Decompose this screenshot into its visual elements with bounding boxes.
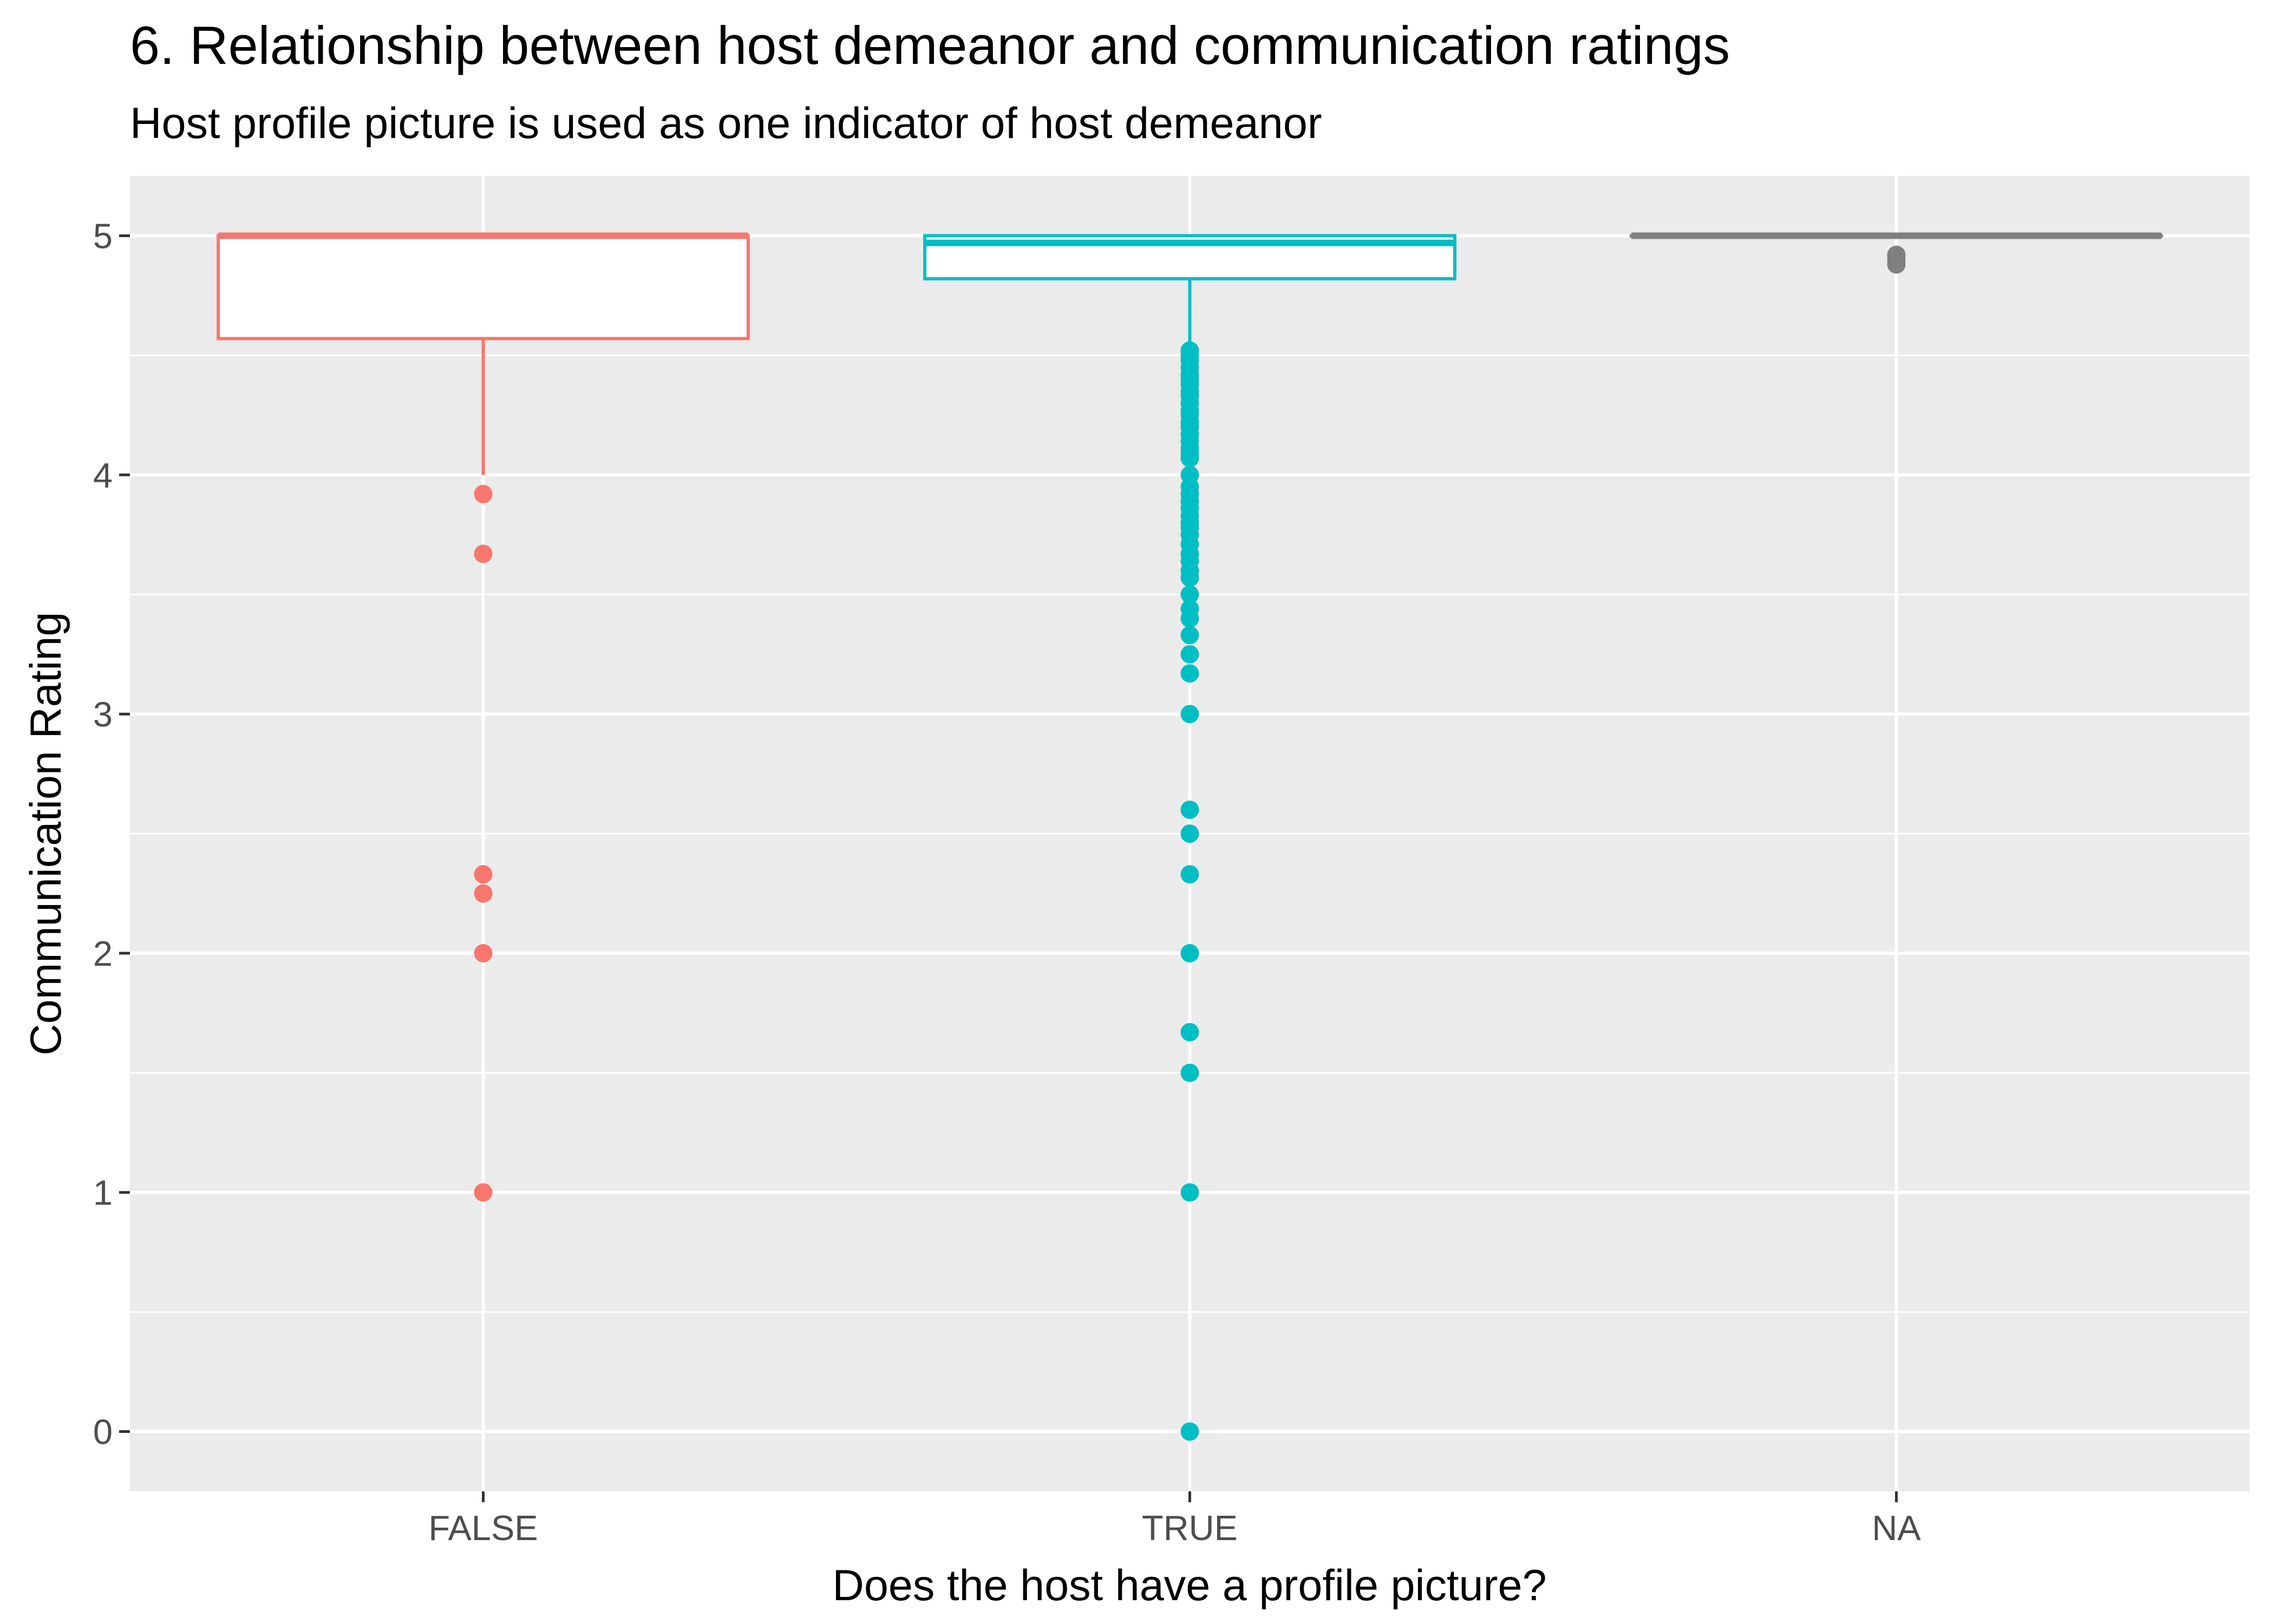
box-body — [217, 234, 750, 340]
outlier-point — [474, 545, 493, 564]
x-axis-title: Does the host have a profile picture? — [832, 1561, 1546, 1610]
x-tick-label: TRUE — [1142, 1508, 1238, 1548]
outlier-point — [1180, 585, 1199, 604]
y-tick-label: 5 — [93, 216, 113, 256]
outlier-point — [1180, 1183, 1199, 1202]
y-tick-label: 1 — [93, 1173, 113, 1213]
y-tick-label: 4 — [93, 455, 113, 495]
boxplots — [217, 232, 2163, 475]
outlier-point — [1180, 800, 1199, 819]
outlier-points — [474, 245, 1906, 1441]
y-tick-label: 0 — [93, 1412, 113, 1452]
outlier-point — [474, 484, 493, 503]
outlier-point — [474, 865, 493, 884]
outlier-point — [1180, 609, 1199, 628]
chart-subtitle: Host profile picture is used as one indi… — [130, 99, 1322, 148]
x-tick-label: NA — [1872, 1508, 1921, 1548]
outlier-point — [474, 944, 493, 962]
outlier-point — [1180, 1023, 1199, 1042]
outlier-point — [474, 884, 493, 903]
y-tick-label: 3 — [93, 695, 113, 734]
axes: 0 1 2 3 4 5 FALSE TRUE NA — [93, 216, 1921, 1548]
x-tick-label: FALSE — [428, 1508, 538, 1548]
outlier-point — [1180, 705, 1199, 724]
outlier-point — [1180, 944, 1199, 962]
y-tick-label: 2 — [93, 934, 113, 973]
y-axis-title: Communication Rating — [22, 612, 70, 1055]
outlier-point — [474, 1183, 493, 1202]
chart-title: 6. Relationship between host demeanor an… — [130, 15, 1730, 75]
outlier-point — [1180, 1063, 1199, 1082]
outlier-point — [1180, 865, 1199, 884]
outlier-point — [1887, 255, 1906, 274]
outlier-point — [1180, 1422, 1199, 1441]
outlier-point — [1180, 824, 1199, 843]
outlier-point — [1180, 645, 1199, 664]
outlier-point — [1180, 664, 1199, 683]
outlier-point — [1180, 449, 1199, 468]
outlier-point — [1180, 568, 1199, 587]
outlier-point — [1180, 626, 1199, 645]
